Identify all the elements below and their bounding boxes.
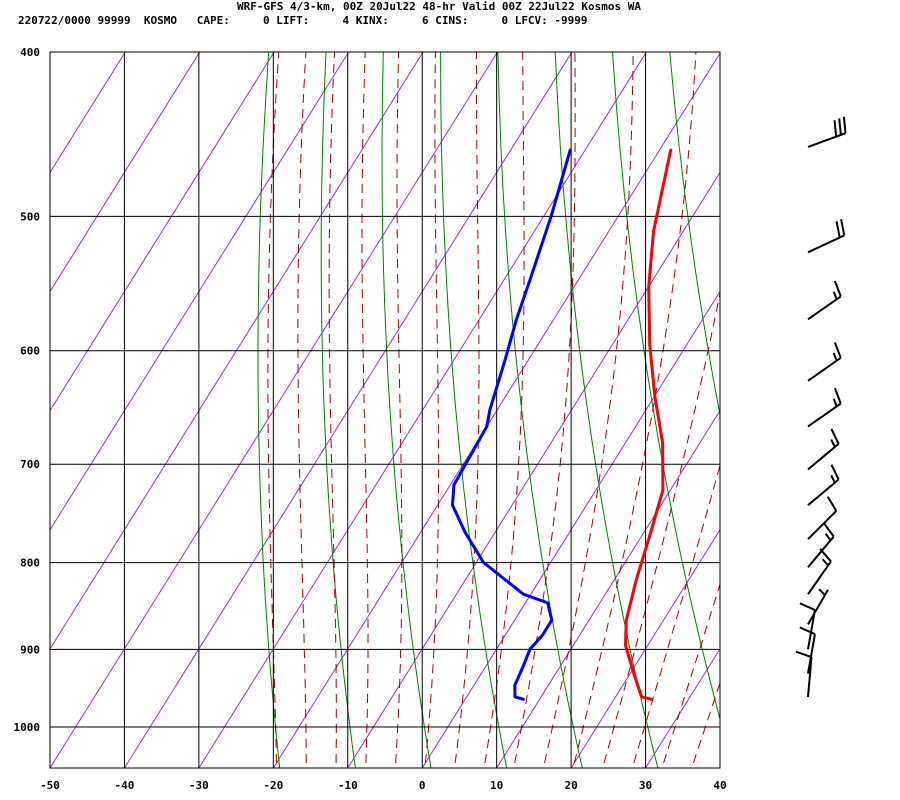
x-tick-label: -10 (338, 779, 358, 792)
isotherm (50, 52, 126, 174)
isotherm (645, 647, 720, 768)
moist-adiabat (633, 463, 720, 764)
moist-adiabat (328, 52, 337, 763)
moist-adiabat (663, 582, 720, 764)
profile-series (451, 148, 673, 701)
wind-barb (807, 522, 835, 568)
moist-adiabat (395, 52, 403, 763)
temperature-profile (624, 148, 673, 701)
x-tick-label: 10 (490, 779, 503, 792)
x-tick-label: 40 (713, 779, 726, 792)
moist-adiabat (267, 52, 280, 763)
y-tick-label: 700 (20, 458, 40, 471)
grid-lines (50, 52, 720, 768)
isotherm (570, 528, 720, 768)
chart-title: WRF-GFS 4/3-km, 00Z 20Jul22 48-hr Valid … (237, 0, 641, 13)
y-tick-label: 1000 (14, 721, 41, 734)
wind-barb (799, 626, 816, 674)
x-tick-labels: -50 -40 -30 -20 -10 0 10 20 30 40 (40, 779, 727, 792)
x-tick-label: -20 (263, 779, 283, 792)
y-tick-label: 600 (20, 345, 40, 358)
isotherm (50, 52, 350, 531)
isotherm (496, 409, 720, 768)
y-tick-label: 800 (20, 557, 40, 570)
x-tick-label: 0 (419, 779, 426, 792)
moist-adiabat (573, 52, 697, 764)
x-tick-label: -40 (115, 779, 135, 792)
y-tick-label: 400 (20, 46, 40, 59)
wind-barb (807, 428, 840, 471)
moist-adiabat-lines (267, 43, 900, 764)
x-tick-label: 20 (564, 779, 577, 792)
moist-adiabat (297, 52, 307, 763)
x-tick-label: -50 (40, 779, 60, 792)
dewpoint-profile (451, 148, 572, 701)
wind-barbs (795, 116, 847, 698)
moist-adiabat (544, 52, 634, 764)
station-indices: 220722/0000 99999 KOSMO CAPE: 0 LIFT: 4 … (18, 14, 588, 27)
isotherm (50, 52, 201, 293)
wind-barb (807, 588, 829, 625)
y-tick-label: 500 (20, 210, 40, 223)
dry-adiabat-lines (257, 52, 900, 768)
dry-adiabat (784, 52, 900, 768)
dry-adiabat (612, 52, 720, 721)
moist-adiabat (514, 52, 576, 763)
moist-adiabat (361, 52, 369, 763)
dry-adiabat (842, 52, 900, 768)
dry-adiabat (727, 52, 885, 768)
wind-barb (807, 464, 840, 506)
moist-adiabat (424, 52, 440, 763)
wind-barb (807, 116, 847, 148)
x-tick-label: 30 (639, 779, 652, 792)
wind-barb (799, 602, 816, 650)
wind-barb (807, 280, 842, 321)
moist-adiabat (692, 681, 720, 764)
wind-barb (795, 650, 813, 698)
y-tick-labels: 400 500 600 700 800 900 1000 (14, 46, 41, 734)
y-tick-label: 900 (20, 643, 40, 656)
isotherm (50, 52, 424, 650)
dry-adiabat (669, 52, 720, 417)
dry-adiabat (554, 52, 659, 768)
isotherm (50, 52, 52, 55)
dry-adiabat (320, 52, 356, 768)
moist-adiabat (454, 52, 480, 763)
sounding-header: WRF-GFS 4/3-km, 00Z 20Jul22 48-hr Valid … (0, 0, 900, 32)
moist-adiabat (603, 290, 720, 764)
dry-adiabat (440, 52, 508, 768)
plot-frame (49, 51, 721, 769)
moist-adiabat (753, 43, 900, 763)
isotherm-lines (50, 52, 720, 768)
isotherm (50, 52, 275, 412)
x-tick-label: -30 (189, 779, 209, 792)
wind-barb (807, 219, 846, 254)
dry-adiabat (257, 52, 281, 768)
dry-adiabat (381, 52, 432, 768)
wind-barb (807, 496, 838, 540)
wind-barb (807, 548, 832, 595)
wind-barb (807, 342, 842, 382)
dry-adiabat (497, 52, 583, 768)
wind-barb (807, 387, 842, 428)
